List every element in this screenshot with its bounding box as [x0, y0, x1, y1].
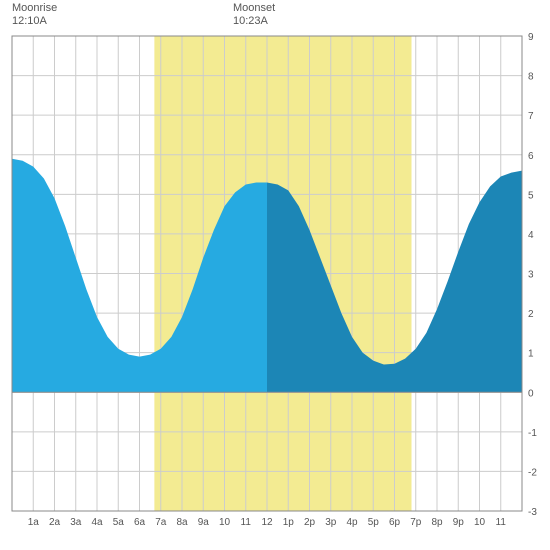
y-tick-label: 5: [528, 190, 534, 201]
x-tick-label: 5p: [368, 517, 380, 528]
x-tick-label: 7a: [155, 517, 167, 528]
y-tick-label: -3: [528, 507, 537, 518]
moonset-title: Moonset: [233, 2, 275, 15]
x-tick-label: 2p: [304, 517, 316, 528]
moonrise-title: Moonrise: [12, 2, 57, 15]
x-tick-label: 1p: [283, 517, 295, 528]
x-tick-label: 3p: [325, 517, 337, 528]
x-tick-label: 4p: [346, 517, 358, 528]
x-tick-label: 12: [261, 517, 273, 528]
x-tick-label: 1a: [28, 517, 40, 528]
y-tick-label: 0: [528, 388, 534, 399]
x-tick-label: 5a: [113, 517, 125, 528]
y-tick-label: 8: [528, 72, 534, 83]
y-tick-label: 1: [528, 349, 534, 360]
y-tick-label: -1: [528, 428, 537, 439]
moonrise-time: 12:10A: [12, 15, 57, 28]
moonrise-annotation: Moonrise 12:10A: [12, 2, 57, 28]
x-tick-label: 11: [496, 517, 507, 528]
y-tick-label: 4: [528, 230, 534, 241]
moonset-annotation: Moonset 10:23A: [233, 2, 275, 28]
tide-chart: Moonrise 12:10A Moonset 10:23A -3-2-1012…: [0, 0, 550, 550]
y-tick-label: -2: [528, 467, 537, 478]
y-tick-label: 7: [528, 111, 534, 122]
x-tick-label: 7p: [410, 517, 422, 528]
x-tick-label: 4a: [91, 517, 103, 528]
x-tick-label: 8a: [176, 517, 188, 528]
x-tick-label: 3a: [70, 517, 82, 528]
x-tick-label: 6p: [389, 517, 401, 528]
x-tick-label: 11: [241, 517, 252, 528]
y-tick-label: 3: [528, 270, 534, 281]
x-tick-label: 10: [219, 517, 231, 528]
y-tick-label: 2: [528, 309, 534, 320]
moonset-time: 10:23A: [233, 15, 275, 28]
x-tick-label: 10: [474, 517, 486, 528]
y-tick-label: 9: [528, 32, 534, 43]
x-tick-label: 8p: [431, 517, 443, 528]
x-tick-label: 9p: [453, 517, 465, 528]
x-tick-label: 2a: [49, 517, 61, 528]
chart-svg: -3-2-101234567891a2a3a4a5a6a7a8a9a101112…: [0, 0, 550, 550]
y-tick-label: 6: [528, 151, 534, 162]
x-tick-label: 6a: [134, 517, 146, 528]
x-tick-label: 9a: [198, 517, 210, 528]
